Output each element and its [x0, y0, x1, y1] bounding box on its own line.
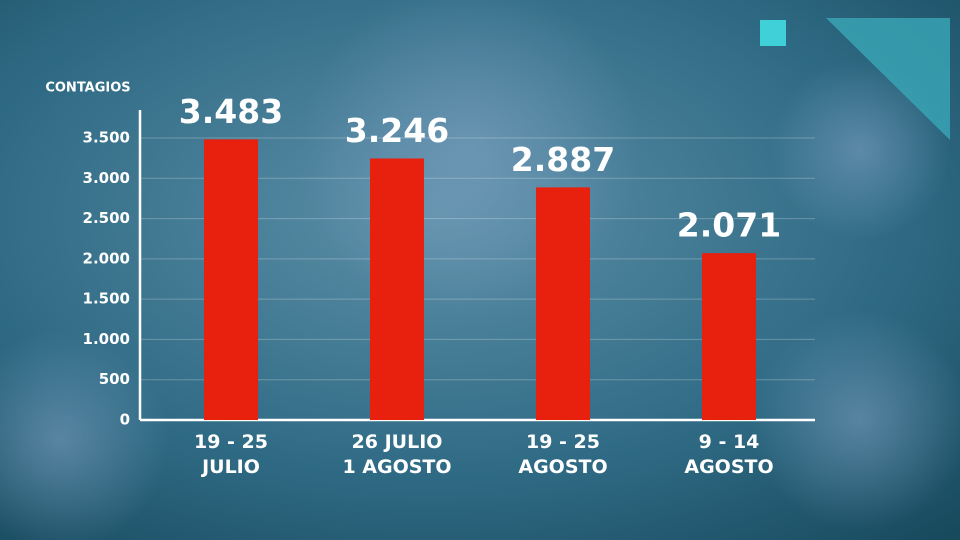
x-tick-line: 19 - 25 — [526, 431, 600, 453]
bar — [536, 187, 590, 420]
y-tick-label: 2.000 — [83, 249, 130, 267]
bar — [702, 253, 756, 420]
bar — [370, 158, 424, 420]
x-tick-line: AGOSTO — [518, 456, 607, 478]
value-label: 2.887 — [511, 140, 615, 179]
x-tick-label: 19 - 25 AGOSTO — [518, 431, 607, 478]
y-tick-label: 2.500 — [83, 209, 130, 227]
y-tick-label: 1.000 — [83, 330, 130, 348]
decor — [770, 60, 950, 240]
x-tick-label: 26 JULIO 1 AGOSTO — [342, 431, 451, 478]
value-label: 3.246 — [345, 111, 449, 150]
y-tick-label: 3.500 — [83, 129, 130, 147]
bar — [204, 139, 258, 420]
y-axis-label: CONTAGIOS — [45, 81, 130, 96]
decor — [750, 310, 960, 530]
y-tick-label: 500 — [99, 370, 130, 388]
y-tick-label: 3.000 — [83, 169, 130, 187]
value-label: 3.483 — [179, 92, 283, 131]
x-tick-line: JULIO — [200, 456, 260, 478]
x-tick-line: 1 AGOSTO — [342, 456, 451, 478]
x-tick-line: 19 - 25 — [194, 431, 268, 453]
value-label: 2.071 — [677, 206, 781, 245]
y-tick-label: 1.500 — [83, 290, 130, 308]
x-tick-line: 26 JULIO — [352, 431, 443, 453]
x-tick-label: 19 - 25 JULIO — [194, 431, 268, 478]
decor — [760, 20, 786, 46]
decor — [826, 18, 950, 140]
x-tick-line: AGOSTO — [684, 456, 773, 478]
x-tick-label: 9 - 14 AGOSTO — [684, 431, 773, 478]
decor — [0, 330, 170, 540]
y-tick-label: 0 — [120, 411, 130, 429]
x-tick-line: 9 - 14 — [699, 431, 760, 453]
